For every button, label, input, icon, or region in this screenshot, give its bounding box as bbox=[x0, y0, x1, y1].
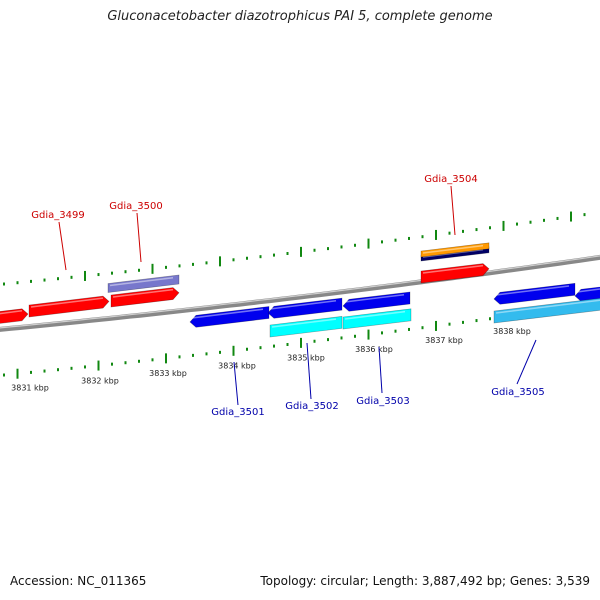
ruler-label: 3832 kbp bbox=[81, 376, 119, 385]
ruler-label: 3835 kbp bbox=[287, 353, 325, 362]
ruler-label: 3831 kbp bbox=[11, 383, 49, 392]
reverse-gene-arrow-shine bbox=[344, 293, 405, 303]
reverse-feature-block[interactable] bbox=[269, 316, 343, 338]
reverse-feature-block[interactable] bbox=[493, 297, 600, 324]
ruler-label: 3837 kbp bbox=[425, 336, 463, 345]
reverse-gene-arrow-shine bbox=[191, 308, 264, 319]
gene-label[interactable]: Gdia_3500 bbox=[109, 201, 162, 212]
genome-backbone bbox=[0, 254, 600, 332]
forward-feature-block-shine bbox=[422, 248, 484, 258]
reverse-gene-arrow[interactable] bbox=[342, 291, 411, 312]
gene-label[interactable]: Gdia_3503 bbox=[356, 396, 409, 407]
forward-gene-arrow[interactable] bbox=[110, 287, 180, 308]
reverse-gene-arrow[interactable] bbox=[493, 282, 576, 305]
gene-label-leader bbox=[136, 212, 142, 263]
reverse-feature-block-shine bbox=[271, 318, 337, 328]
gene-label[interactable]: Gdia_3504 bbox=[424, 174, 477, 185]
forward-feature-block-shine bbox=[422, 244, 484, 254]
forward-gene-arrow-shine bbox=[0, 310, 23, 315]
ruler-label: 3833 kbp bbox=[149, 369, 187, 378]
accession-text: Accession: NC_011365 bbox=[10, 574, 147, 588]
gene-label-leader bbox=[58, 221, 67, 271]
reverse-feature-block-shine bbox=[344, 310, 406, 320]
gene-label-leader bbox=[306, 342, 312, 400]
forward-feature-block[interactable] bbox=[107, 274, 180, 293]
ruler-label: 3836 kbp bbox=[355, 345, 393, 354]
reverse-gene-arrow[interactable] bbox=[189, 306, 270, 328]
gene-label[interactable]: Gdia_3505 bbox=[491, 387, 544, 398]
forward-gene-arrow-shine bbox=[112, 288, 174, 298]
gene-label-leader bbox=[450, 185, 456, 236]
reverse-gene-arrow-shine bbox=[495, 285, 570, 296]
genome-title: Gluconacetobacter diazotrophicus PAI 5, … bbox=[107, 9, 493, 24]
genome-backbone-highlight bbox=[0, 255, 600, 329]
forward-gene-arrow[interactable] bbox=[28, 295, 110, 318]
forward-gene-arrow-shine bbox=[422, 264, 484, 274]
gene-label-leader bbox=[378, 346, 383, 394]
gene-label-leader bbox=[233, 361, 239, 406]
reverse-feature-block-shine bbox=[495, 299, 600, 314]
gene-label[interactable]: Gdia_3499 bbox=[31, 210, 84, 221]
gene-label-leader bbox=[516, 339, 537, 385]
forward-gene-arrow-shine bbox=[30, 297, 104, 308]
ruler-label: 3838 kbp bbox=[493, 327, 531, 336]
forward-feature-block-shine bbox=[109, 276, 174, 287]
forward-gene-arrow[interactable] bbox=[0, 308, 29, 324]
genome-summary-text: Topology: circular; Length: 3,887,492 bp… bbox=[260, 574, 590, 588]
gene-label[interactable]: Gdia_3502 bbox=[285, 401, 338, 412]
forward-gene-arrow[interactable] bbox=[420, 263, 490, 284]
reverse-feature-block[interactable] bbox=[342, 308, 412, 330]
gene-label[interactable]: Gdia_3501 bbox=[211, 407, 264, 418]
reverse-gene-arrow[interactable] bbox=[267, 297, 343, 319]
forward-feature-block[interactable] bbox=[420, 242, 490, 258]
ruler-label: 3834 kbp bbox=[218, 361, 256, 370]
reverse-gene-arrow-shine bbox=[269, 300, 337, 310]
